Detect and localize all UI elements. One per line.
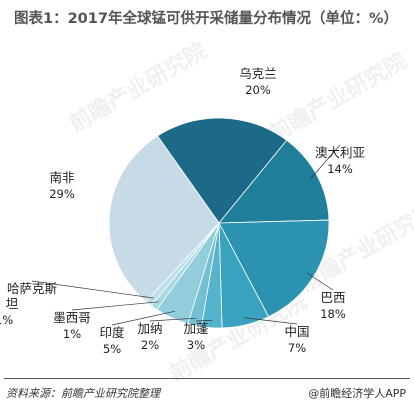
chart-title: 图表1：2017年全球锰可供开采储量分布情况（单位：%）: [14, 11, 398, 27]
slice-label-1: 澳大利亚: [315, 145, 365, 160]
leader-line-7: [71, 301, 159, 311]
slice-value-5: 2%: [141, 338, 159, 352]
slice-label-0: 乌克兰: [239, 66, 277, 81]
slice-value-3: 7%: [288, 341, 306, 355]
slice-value-2: 18%: [320, 307, 346, 321]
leader-line-3: [244, 317, 298, 325]
source-note: 资料来源：前瞻产业研究院整理: [6, 387, 160, 400]
pie-slice-1: [218, 139, 330, 224]
slice-label-7: 墨西哥: [53, 310, 91, 325]
slice-label-9: 南非: [49, 170, 74, 185]
pie-slice-2: [218, 219, 330, 318]
footer-divider: [4, 378, 410, 379]
slice-label-2: 巴西: [320, 290, 345, 305]
brand-credit: @前瞻经济学人APP: [308, 387, 406, 400]
leader-line-6: [111, 310, 176, 326]
pie-slice-9: [108, 135, 220, 303]
leader-line-8: [31, 280, 154, 299]
slice-label-5: 加纳: [137, 321, 162, 336]
slice-label-8: 哈萨克斯坦: [6, 281, 57, 311]
slice-label-4: 加蓬: [183, 321, 209, 336]
slice-label-6: 印度: [99, 325, 125, 340]
slice-value-6: 5%: [103, 342, 121, 356]
leader-line-4: [195, 320, 213, 322]
leader-line-5: [149, 317, 197, 322]
slice-value-1: 14%: [327, 162, 353, 176]
slice-value-7: 1%: [63, 327, 81, 341]
pie-slice-0: [156, 117, 288, 224]
slice-value-8: 1%: [0, 313, 13, 327]
leader-line-2: [306, 272, 334, 291]
slice-value-0: 20%: [245, 83, 271, 97]
slice-label-3: 中国: [284, 324, 309, 339]
slice-value-9: 29%: [49, 187, 75, 201]
leader-line-1: [310, 144, 341, 180]
slice-value-4: 3%: [187, 338, 205, 352]
